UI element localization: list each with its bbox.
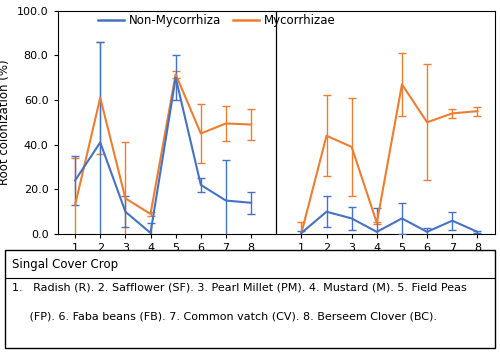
Y-axis label: Root colonization (%): Root colonization (%): [0, 59, 12, 185]
Text: (FP). 6. Faba beans (FB). 7. Common vatch (CV). 8. Berseem Clover (BC).: (FP). 6. Faba beans (FB). 7. Common vatc…: [12, 311, 438, 321]
Legend: Non-Mycorrhiza, Mycorrhizae: Non-Mycorrhiza, Mycorrhizae: [98, 14, 336, 27]
Text: Singal Cover Crop: Singal Cover Crop: [12, 258, 118, 271]
Text: 1.   Radish (R). 2. Safflower (SF). 3. Pearl Millet (PM). 4. Mustard (M). 5. Fie: 1. Radish (R). 2. Safflower (SF). 3. Pea…: [12, 282, 467, 293]
